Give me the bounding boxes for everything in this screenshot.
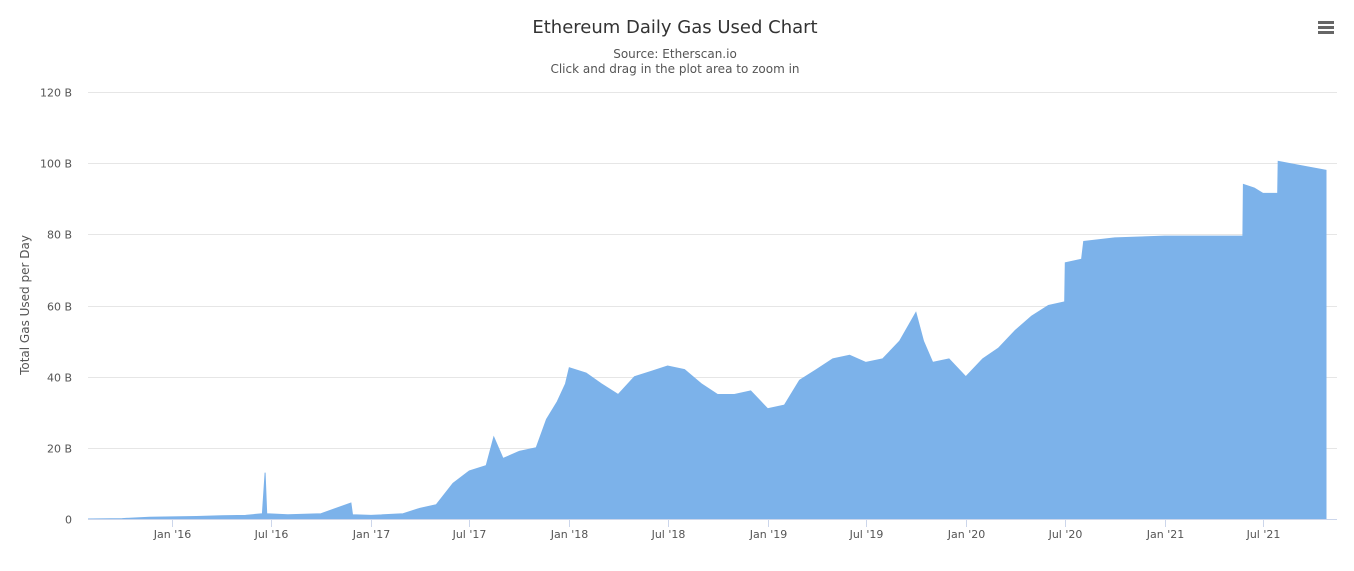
x-tick-label: Jan '21 [1146,528,1184,541]
x-tick-label: Jul '21 [1246,528,1281,541]
chart-subtitle-hint: Click and drag in the plot area to zoom … [550,62,799,76]
x-tick-label: Jul '16 [254,528,289,541]
x-tick-label: Jan '18 [550,528,588,541]
x-tick-label: Jan '20 [947,528,985,541]
x-axis-ticks: Jan '16 Jul '16 Jan '17 Jul '17 Jan '18 Jul '… [153,519,1281,541]
x-tick-label: Jan '19 [749,528,787,541]
chart-title: Ethereum Daily Gas Used Chart [532,17,817,38]
y-tick-label: 60 B [47,301,72,314]
y-tick-label: 120 B [40,87,72,100]
y-axis-ticks: 0 20 B 40 B 60 B 80 B 100 B 120 B [40,87,72,527]
y-tick-label: 100 B [40,158,72,171]
series-area[interactable] [87,160,1327,520]
y-tick-label: 40 B [47,372,72,385]
hamburger-menu-icon[interactable] [1312,16,1340,40]
y-tick-label: 20 B [47,443,72,456]
x-tick-label: Jul '17 [452,528,487,541]
y-tick-label: 0 [65,514,72,527]
x-tick-label: Jul '20 [1048,528,1083,541]
x-tick-label: Jan '17 [352,528,390,541]
x-tick-label: Jan '16 [153,528,191,541]
x-tick-label: Jul '19 [849,528,884,541]
chart-subtitle-source: Source: Etherscan.io [613,47,737,61]
y-axis-title: Total Gas Used per Day [18,235,32,376]
x-tick-label: Jul '18 [651,528,686,541]
y-tick-label: 80 B [47,229,72,242]
